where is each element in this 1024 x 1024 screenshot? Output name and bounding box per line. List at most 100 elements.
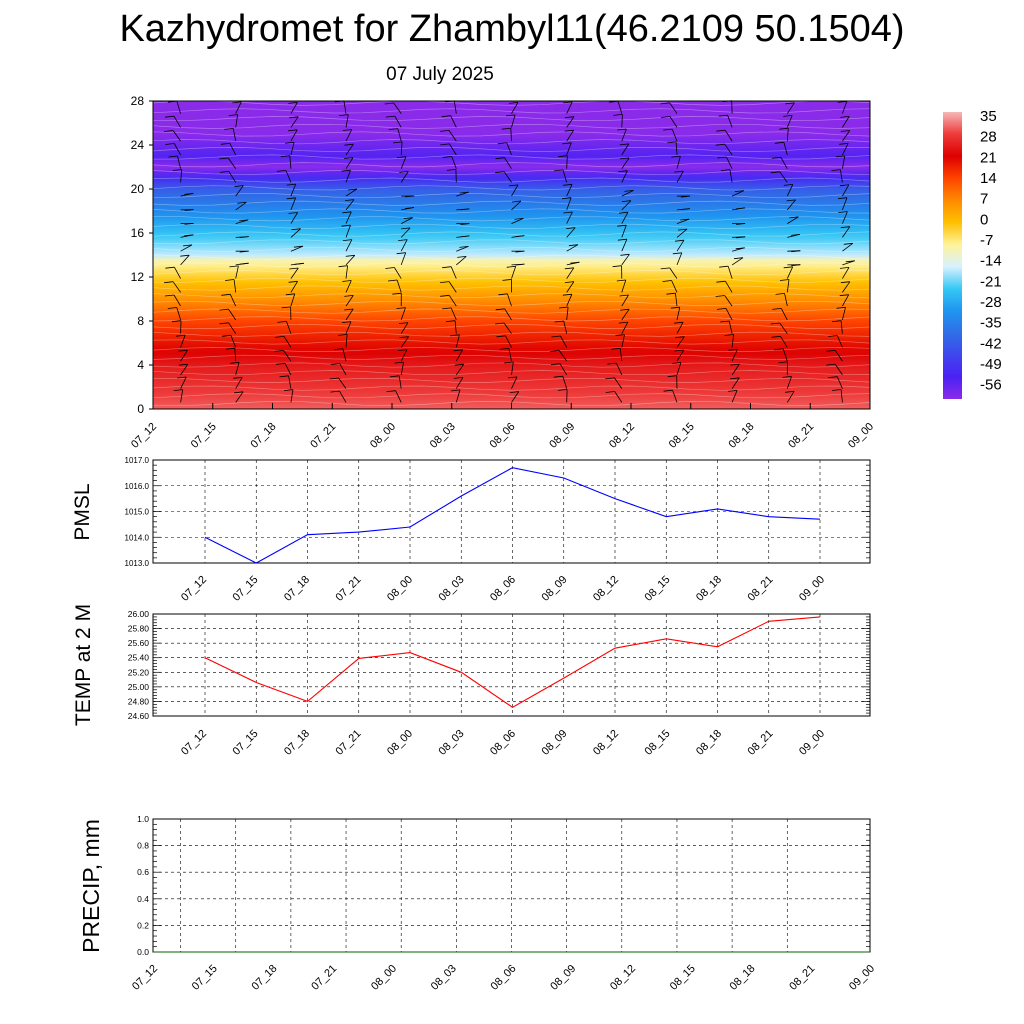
wind-barb-feather — [184, 193, 194, 195]
wind-barb — [621, 294, 629, 307]
wind-barb-feather — [774, 141, 784, 144]
wind-barb — [400, 322, 409, 334]
wind-barb-feather — [330, 390, 340, 393]
wind-barb — [669, 267, 678, 279]
wind-barb-feather — [453, 349, 463, 352]
wind-barb — [840, 389, 843, 403]
wind-barb-feather — [715, 143, 725, 146]
wind-barb-feather — [508, 102, 519, 104]
wind-barb — [675, 293, 678, 307]
wind-barb — [345, 255, 356, 266]
wind-barb-feather — [288, 212, 298, 214]
wind-barb — [724, 295, 733, 307]
wind-barb-feather — [553, 169, 564, 172]
wind-barb — [173, 294, 181, 307]
wind-barb — [345, 188, 358, 197]
colorbar: 35 28 21 14 7 0 -7 -14 -21 -28 -35 -42 -49 -56 — [943, 108, 1002, 399]
x-tick-label: 08_06 — [488, 574, 518, 604]
wind-barb-feather — [778, 361, 788, 364]
wind-barb — [780, 308, 788, 321]
wind-barb-feather — [388, 279, 398, 282]
wind-barb-feather — [276, 170, 286, 172]
wind-barb-feather — [735, 207, 746, 210]
wind-barb — [676, 252, 683, 266]
x-tick-label: 07_18 — [250, 963, 280, 993]
wind-barb-feather — [566, 227, 576, 229]
wind-barb-feather — [342, 129, 352, 131]
temperature-field — [153, 101, 870, 409]
colorbar-label: -35 — [980, 315, 1002, 332]
wind-barb-feather — [219, 171, 229, 173]
y-tick-label: 16 — [131, 226, 145, 240]
wind-barb-feather — [398, 322, 409, 324]
wind-barb-feather — [611, 347, 621, 350]
wind-barb-feather — [385, 267, 395, 269]
wind-barb — [172, 281, 181, 293]
wind-barb-feather — [232, 101, 242, 104]
colorbar-label: -14 — [980, 253, 1002, 270]
wind-barb-feather — [791, 250, 801, 253]
wind-barb — [621, 212, 629, 224]
wind-barb-feather — [342, 239, 352, 241]
wind-barb-feather — [394, 361, 404, 364]
wind-barb-feather — [790, 234, 800, 236]
wind-barb — [283, 350, 292, 362]
wind-barb — [180, 254, 190, 266]
wind-barb — [786, 376, 792, 389]
wind-barb-feather — [718, 114, 728, 117]
wind-barb — [400, 239, 408, 252]
wind-barb-feather — [385, 115, 395, 118]
wind-barb — [235, 114, 239, 128]
wind-barb — [235, 185, 244, 197]
wind-barb — [180, 389, 184, 403]
wind-barb — [234, 348, 237, 362]
wind-barb-feather — [225, 347, 235, 350]
wind-barb — [174, 267, 181, 279]
wind-barb — [290, 281, 298, 293]
wind-barb-feather — [288, 129, 298, 132]
wind-barb — [504, 157, 512, 169]
wind-barb-feather — [839, 142, 849, 145]
wind-barb — [398, 375, 402, 389]
wind-barb — [400, 307, 406, 321]
wind-barb-feather — [779, 279, 790, 281]
wind-barb — [173, 143, 181, 156]
wind-barb — [676, 336, 685, 348]
colorbar-label: -56 — [980, 377, 1002, 394]
wind-barb-feather — [441, 115, 451, 118]
wind-barb-feather — [733, 257, 744, 260]
wind-barb — [230, 335, 237, 348]
wind-barb-feather — [730, 377, 740, 380]
pmsl-frame — [152, 459, 871, 564]
wind-barb — [510, 128, 512, 142]
wind-barb-feather — [660, 267, 670, 270]
wind-barb-feather — [338, 265, 348, 268]
wind-barb — [345, 334, 348, 348]
wind-barb — [725, 308, 733, 321]
wind-barb-feather — [832, 320, 842, 323]
wind-barb-feather — [330, 363, 340, 365]
y-tick-label: 25.40 — [128, 653, 150, 663]
wind-barb-feather — [277, 321, 287, 323]
wind-barb — [842, 197, 848, 211]
wind-barb-feather — [717, 156, 727, 159]
wind-barb-feather — [720, 169, 730, 171]
wind-barb — [566, 267, 575, 279]
x-tick-label: 07_18 — [282, 728, 312, 758]
wind-barb — [617, 101, 623, 114]
wind-barb-feather — [550, 350, 560, 352]
temp2m-series-line — [204, 616, 821, 708]
y-tick-label: 0.6 — [137, 867, 149, 877]
wind-barb — [676, 170, 684, 183]
wind-barb — [290, 228, 301, 238]
wind-barb-feather — [840, 116, 850, 118]
y-tick-label: 25.00 — [128, 682, 150, 692]
wind-barb-feather — [551, 335, 561, 338]
wind-barb-feather — [782, 376, 792, 378]
wind-barb — [448, 130, 457, 142]
wind-barb-feather — [670, 306, 680, 309]
wind-barb — [235, 377, 243, 389]
wind-barb — [450, 266, 457, 279]
wind-barb — [453, 100, 457, 114]
wind-barb — [782, 348, 788, 362]
